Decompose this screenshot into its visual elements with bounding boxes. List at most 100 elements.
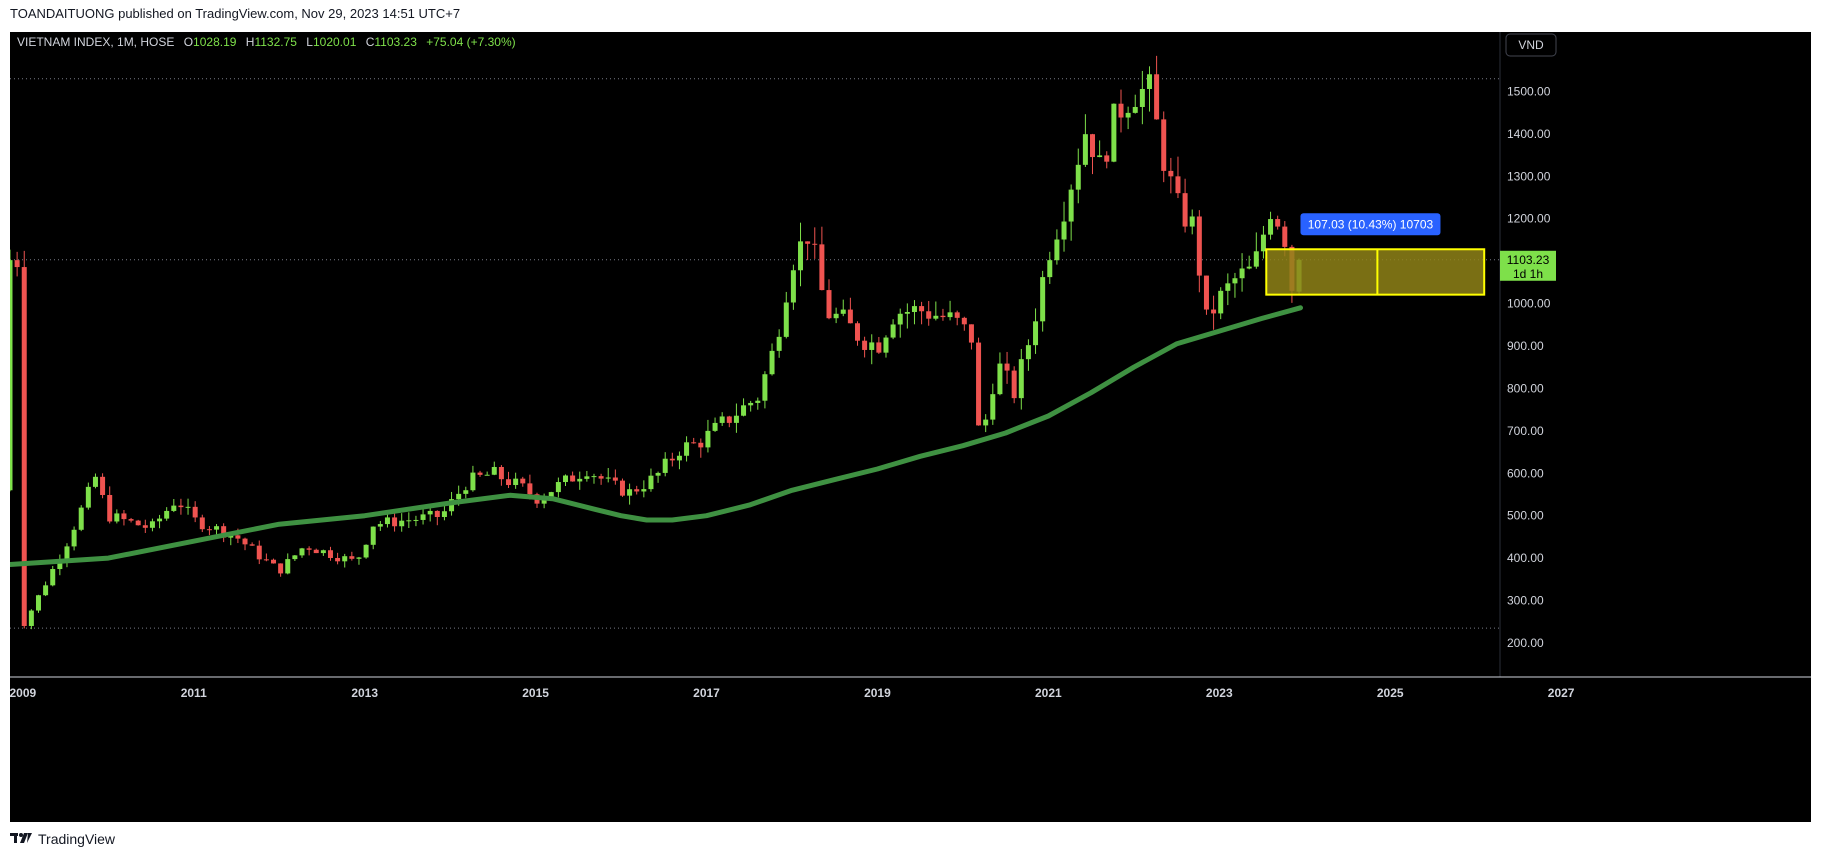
candle (926, 301, 932, 326)
legend-high: 1132.75 (254, 35, 297, 49)
published-header: TOANDAITUONG published on TradingView.co… (10, 6, 461, 21)
candle (441, 505, 447, 521)
candle (577, 471, 583, 490)
candle (733, 403, 739, 433)
candle (206, 526, 212, 536)
candle (1182, 178, 1188, 233)
candle (370, 526, 376, 550)
candle (940, 308, 946, 321)
candle (612, 469, 618, 485)
candle (292, 555, 298, 561)
candle (43, 581, 49, 597)
candle (555, 477, 561, 498)
legend-open: 1028.19 (193, 35, 237, 49)
candle (897, 308, 903, 338)
candle (100, 473, 106, 499)
bar-countdown: 1d 1h (1513, 267, 1543, 281)
candle (342, 553, 348, 568)
candle (335, 552, 341, 565)
candle (1047, 251, 1053, 284)
candle (762, 371, 768, 409)
footer: TradingView (10, 828, 115, 850)
price-tick-label: 700.00 (1507, 424, 1544, 438)
candle (413, 515, 419, 527)
candle (1004, 351, 1010, 384)
candle (78, 505, 84, 532)
candle (249, 542, 255, 546)
candle (470, 465, 476, 492)
candle (178, 498, 184, 515)
moving-average-line (10, 305, 1303, 567)
candle (869, 334, 875, 365)
candle (299, 547, 305, 558)
candle (1275, 215, 1281, 230)
candle (890, 319, 896, 340)
candle (847, 297, 853, 324)
candle (1018, 348, 1024, 410)
candle (798, 222, 804, 287)
candle (107, 486, 113, 524)
candle (1232, 272, 1238, 298)
footer-brand[interactable]: TradingView (38, 831, 116, 847)
candle (726, 415, 732, 428)
price-tick-label: 1000.00 (1507, 297, 1551, 311)
candle (676, 451, 682, 470)
candle (278, 563, 284, 577)
candle (976, 337, 982, 426)
candle (420, 506, 426, 525)
tradingview-logo-icon[interactable] (10, 831, 32, 848)
currency-button[interactable]: VND (1505, 33, 1557, 57)
candle (1125, 106, 1131, 130)
legend-open-label: O (184, 35, 193, 49)
candle (954, 310, 960, 326)
legend-change: +75.04 (+7.30%) (426, 35, 515, 49)
measure-box[interactable] (1265, 248, 1486, 296)
candle (498, 465, 504, 486)
candle (285, 553, 291, 575)
time-tick-label: 2025 (1377, 686, 1404, 700)
legend-low-label: L (306, 35, 313, 49)
candle (463, 486, 469, 499)
candle (242, 537, 248, 551)
time-tick-label: 2009 (10, 686, 36, 700)
candle (1246, 255, 1252, 270)
candle (477, 470, 483, 477)
candle (1146, 66, 1152, 112)
candle (1260, 225, 1266, 259)
candle (128, 517, 134, 523)
candle (705, 419, 711, 453)
candle (862, 336, 868, 358)
candle (484, 471, 490, 476)
chart-area[interactable]: 107.03 (10.43%) 10703 1600.001500.001400… (10, 32, 1811, 822)
candle (840, 299, 846, 317)
candle (1118, 89, 1124, 133)
candle (1211, 295, 1217, 330)
candle (377, 520, 383, 531)
candle (21, 250, 27, 629)
candle (1139, 70, 1145, 125)
candle (833, 307, 839, 324)
time-tick-label: 2021 (1035, 686, 1062, 700)
candle (35, 594, 41, 613)
price-tick-label: 1300.00 (1507, 169, 1551, 183)
candle (1225, 273, 1231, 306)
price-tick-label: 600.00 (1507, 466, 1544, 480)
candle (776, 329, 782, 358)
candle (570, 471, 576, 482)
candle (199, 514, 205, 533)
candle (1154, 55, 1160, 120)
candle (1040, 270, 1046, 332)
price-tick-label: 1400.00 (1507, 127, 1551, 141)
candle (57, 554, 63, 576)
candle (327, 546, 333, 561)
candle (114, 509, 120, 524)
candle (142, 519, 148, 533)
legend-low: 1020.01 (313, 35, 357, 49)
candle (1161, 111, 1167, 183)
candle (790, 264, 796, 310)
price-chart[interactable]: 107.03 (10.43%) 10703 1600.001500.001400… (10, 32, 1811, 822)
candle (719, 412, 725, 426)
candle (634, 485, 640, 495)
candle (221, 523, 227, 543)
candle (10, 249, 13, 492)
